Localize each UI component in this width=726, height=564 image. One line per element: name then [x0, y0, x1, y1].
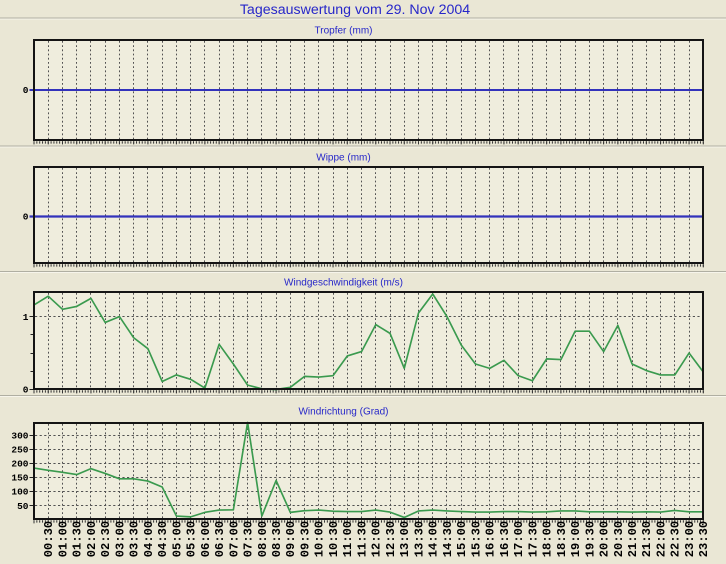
- svg-text:20:00: 20:00: [598, 521, 612, 557]
- svg-text:200: 200: [11, 459, 28, 470]
- svg-text:Wippe (mm): Wippe (mm): [316, 153, 370, 164]
- svg-text:Tropfer (mm): Tropfer (mm): [315, 26, 373, 37]
- svg-text:19:30: 19:30: [583, 521, 597, 557]
- svg-text:15:00: 15:00: [455, 521, 469, 557]
- svg-text:13:30: 13:30: [412, 521, 426, 557]
- svg-text:23:30: 23:30: [697, 521, 711, 557]
- svg-text:0: 0: [23, 85, 29, 96]
- svg-text:02:30: 02:30: [99, 521, 113, 557]
- svg-text:Tagesauswertung vom 29. Nov 20: Tagesauswertung vom 29. Nov 2004: [240, 2, 470, 18]
- svg-text:07:30: 07:30: [242, 521, 256, 557]
- svg-text:1: 1: [23, 312, 29, 323]
- svg-text:01:30: 01:30: [71, 521, 85, 557]
- svg-text:22:00: 22:00: [654, 521, 668, 557]
- svg-text:05:00: 05:00: [170, 521, 184, 557]
- svg-text:11:00: 11:00: [341, 521, 355, 557]
- svg-text:00:30: 00:30: [42, 521, 56, 557]
- svg-text:300: 300: [11, 430, 28, 441]
- svg-text:10:00: 10:00: [313, 521, 327, 557]
- svg-text:01:00: 01:00: [56, 521, 70, 557]
- svg-text:09:00: 09:00: [284, 521, 298, 557]
- svg-text:18:00: 18:00: [541, 521, 555, 557]
- svg-text:0: 0: [23, 212, 29, 223]
- svg-text:11:30: 11:30: [355, 521, 369, 557]
- svg-text:10:30: 10:30: [327, 521, 341, 557]
- svg-text:22:30: 22:30: [669, 521, 683, 557]
- svg-text:14:00: 14:00: [427, 521, 441, 557]
- svg-text:Windgeschwindigkeit (m/s): Windgeschwindigkeit (m/s): [284, 278, 403, 289]
- svg-text:06:30: 06:30: [213, 521, 227, 557]
- svg-text:150: 150: [11, 473, 28, 484]
- svg-text:04:00: 04:00: [142, 521, 156, 557]
- svg-text:12:30: 12:30: [384, 521, 398, 557]
- svg-text:03:00: 03:00: [113, 521, 127, 557]
- svg-text:07:00: 07:00: [227, 521, 241, 557]
- svg-text:16:00: 16:00: [484, 521, 498, 557]
- svg-text:04:30: 04:30: [156, 521, 170, 557]
- svg-text:15:30: 15:30: [469, 521, 483, 557]
- svg-text:13:00: 13:00: [398, 521, 412, 557]
- svg-text:12:00: 12:00: [370, 521, 384, 557]
- svg-text:19:00: 19:00: [569, 521, 583, 557]
- svg-text:18:30: 18:30: [555, 521, 569, 557]
- svg-text:05:30: 05:30: [185, 521, 199, 557]
- svg-text:14:30: 14:30: [441, 521, 455, 557]
- svg-text:250: 250: [11, 444, 28, 455]
- svg-text:08:30: 08:30: [270, 521, 284, 557]
- svg-text:16:30: 16:30: [498, 521, 512, 557]
- svg-text:21:00: 21:00: [626, 521, 640, 557]
- svg-text:0: 0: [23, 385, 29, 396]
- svg-text:21:30: 21:30: [640, 521, 654, 557]
- svg-text:03:30: 03:30: [128, 521, 142, 557]
- svg-text:08:00: 08:00: [256, 521, 270, 557]
- svg-text:20:30: 20:30: [612, 521, 626, 557]
- svg-text:Windrichtung (Grad): Windrichtung (Grad): [298, 406, 388, 417]
- svg-text:06:00: 06:00: [199, 521, 213, 557]
- svg-text:09:30: 09:30: [298, 521, 312, 557]
- svg-text:100: 100: [11, 487, 28, 498]
- svg-text:50: 50: [17, 501, 29, 512]
- svg-text:17:30: 17:30: [526, 521, 540, 557]
- svg-text:02:00: 02:00: [85, 521, 99, 557]
- svg-text:17:00: 17:00: [512, 521, 526, 557]
- svg-text:23:00: 23:00: [683, 521, 697, 557]
